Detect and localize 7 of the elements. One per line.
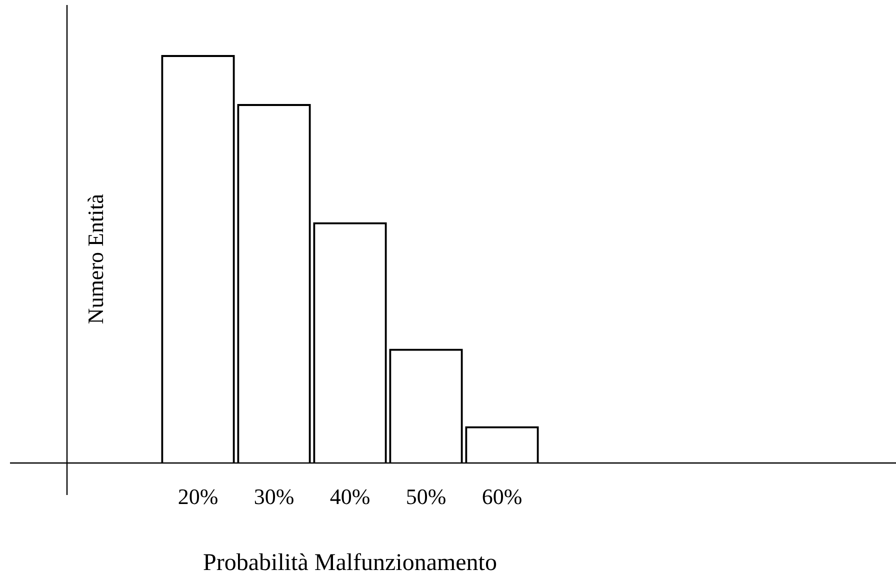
x-tick-label: 30% bbox=[254, 484, 294, 509]
y-axis-title: Numero Entità bbox=[82, 194, 108, 324]
x-tick-label: 40% bbox=[330, 484, 370, 509]
x-tick-label: 60% bbox=[482, 484, 522, 509]
x-tick-label: 20% bbox=[178, 484, 218, 509]
x-axis-title: Probabilità Malfunzionamento bbox=[203, 550, 497, 576]
x-tick-label: 50% bbox=[406, 484, 446, 509]
